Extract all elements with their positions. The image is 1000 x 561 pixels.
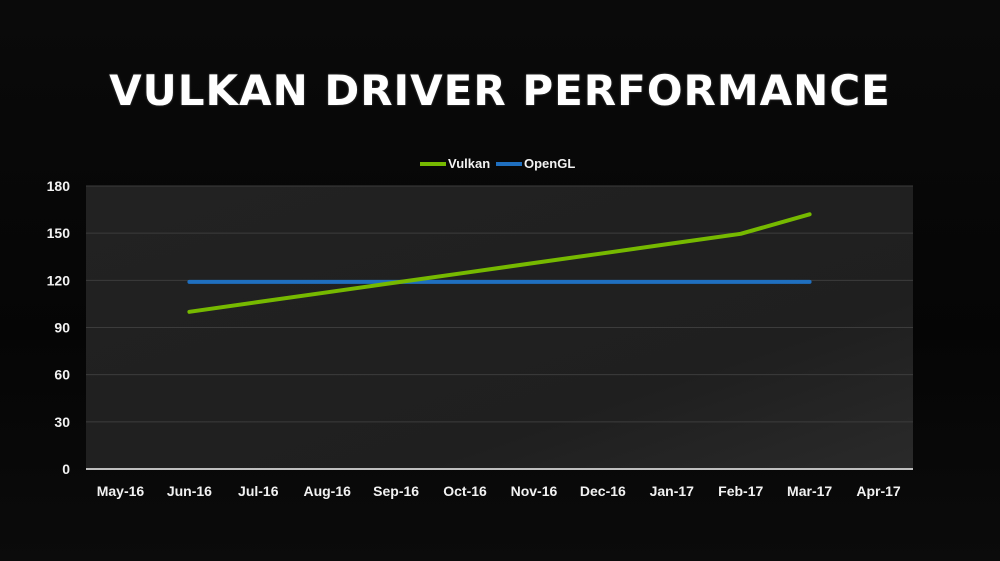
legend: Vulkan OpenGL [420,156,575,171]
legend-label-opengl: OpenGL [524,156,575,171]
y-tick-label: 30 [54,414,70,430]
y-tick-label: 0 [62,461,70,477]
x-tick-label: May-16 [97,483,145,499]
y-tick-label: 60 [54,367,70,383]
x-tick-label: Oct-16 [443,483,487,499]
slide-title: VULKAN DRIVER PERFORMANCE [109,66,891,115]
x-tick-label: Sep-16 [373,483,419,499]
y-tick-label: 180 [47,178,71,194]
x-tick-label: Apr-17 [856,483,901,499]
x-tick-label: Jul-16 [238,483,279,499]
series-line-vulkan [187,212,812,314]
x-tick-label: Dec-16 [580,483,626,499]
legend-label-vulkan: Vulkan [448,156,490,171]
x-tick-label: Jun-16 [167,483,212,499]
y-tick-label: 90 [54,320,70,336]
x-tick-label: Feb-17 [718,483,763,499]
y-axis: 0 30 60 90 120 150 180 [47,178,71,477]
y-tick-label: 150 [47,225,71,241]
x-tick-label: Mar-17 [787,483,832,499]
x-axis: May-16 Jun-16 Jul-16 Aug-16 Sep-16 Oct-16 Nov-… [86,468,913,499]
x-tick-label: Nov-16 [511,483,558,499]
y-tick-label: 120 [47,272,71,288]
series-group [187,212,812,314]
x-tick-label: Jan-17 [650,483,695,499]
x-tick-label: Aug-16 [303,483,351,499]
